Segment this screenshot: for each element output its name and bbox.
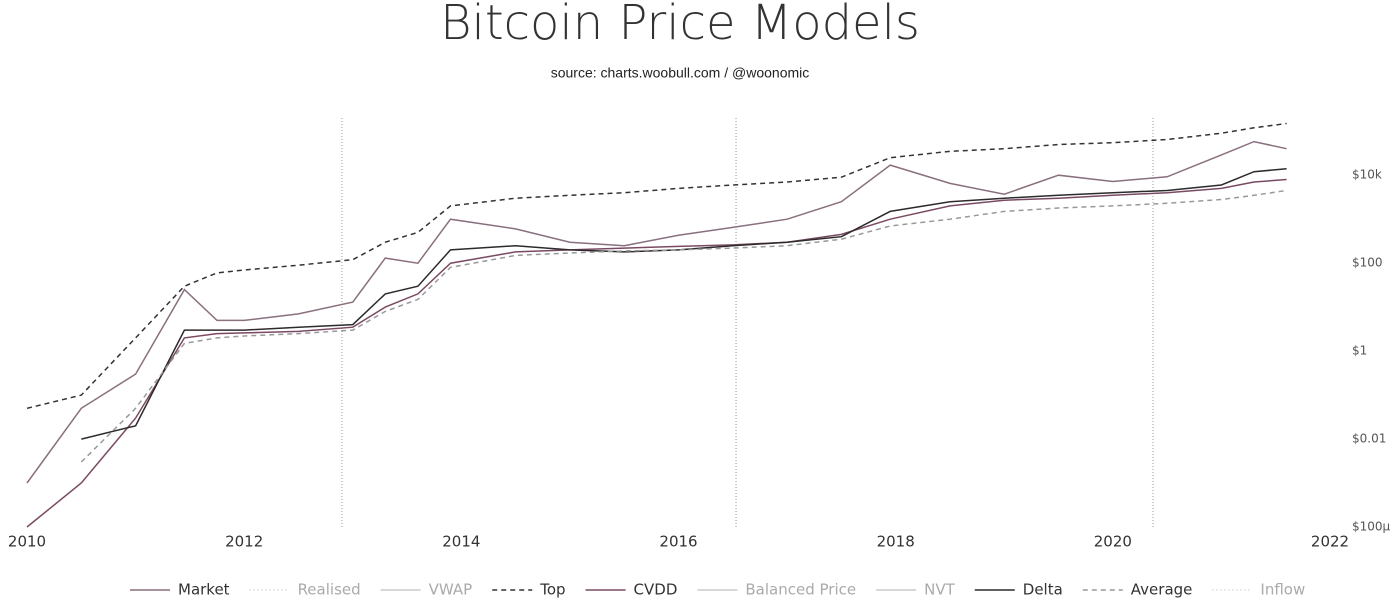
series-line bbox=[26, 140, 1287, 484]
legend-label[interactable]: Top bbox=[539, 581, 565, 599]
legend-label[interactable]: VWAP bbox=[429, 581, 473, 599]
legend-label[interactable]: Inflow bbox=[1260, 581, 1305, 599]
chart-title: Bitcoin Price Models bbox=[440, 0, 920, 51]
legend-label[interactable]: Realised bbox=[298, 581, 361, 599]
x-tick-label: 2018 bbox=[877, 533, 915, 551]
legend-label[interactable]: NVT bbox=[924, 581, 955, 599]
y-tick-label: $10k bbox=[1352, 168, 1382, 182]
x-tick-label: 2014 bbox=[442, 533, 480, 551]
series-line bbox=[80, 189, 1287, 463]
x-tick-label: 2020 bbox=[1094, 533, 1132, 551]
y-tick-label: $100 bbox=[1352, 256, 1383, 270]
legend-label[interactable]: Average bbox=[1131, 581, 1193, 599]
x-tick-label: 2010 bbox=[8, 533, 46, 551]
legend-label[interactable]: Delta bbox=[1023, 581, 1063, 599]
y-tick-label: $1 bbox=[1352, 344, 1367, 358]
legend-label[interactable]: Market bbox=[178, 581, 230, 599]
y-tick-label: $100µ bbox=[1352, 520, 1391, 534]
x-tick-label: 2022 bbox=[1311, 533, 1349, 551]
series-line bbox=[81, 168, 1287, 440]
series-line bbox=[26, 178, 1287, 528]
x-tick-label: 2012 bbox=[225, 533, 263, 551]
x-tick-label: 2016 bbox=[659, 533, 697, 551]
legend-label[interactable]: CVDD bbox=[634, 581, 678, 599]
y-tick-label: $0.01 bbox=[1352, 432, 1386, 446]
series-line bbox=[26, 122, 1287, 410]
legend-label[interactable]: Balanced Price bbox=[745, 581, 856, 599]
chart-subtitle: source: charts.woobull.com / @woonomic bbox=[551, 65, 810, 81]
